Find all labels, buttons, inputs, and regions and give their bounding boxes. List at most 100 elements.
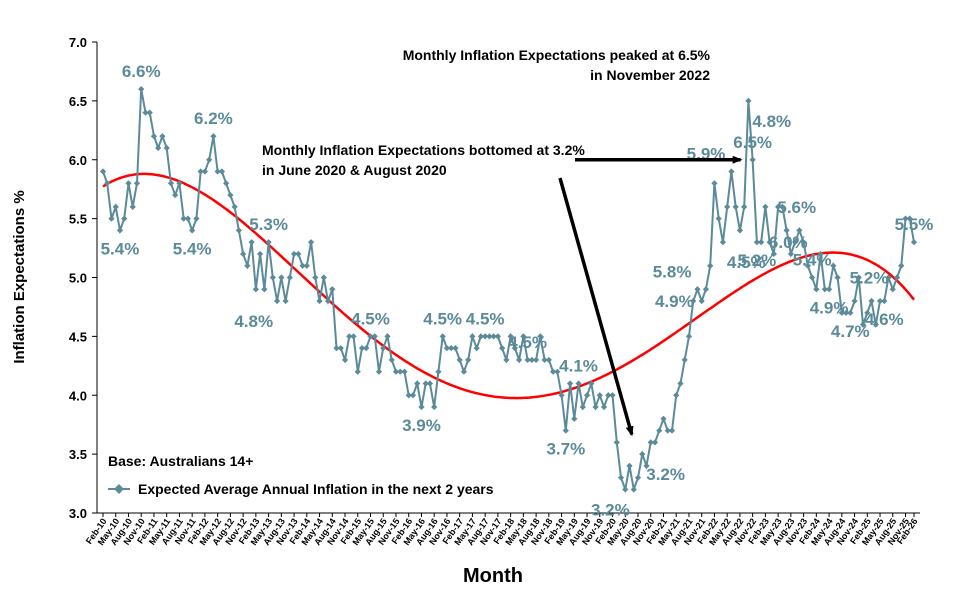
data-point bbox=[227, 191, 234, 199]
data-point bbox=[724, 203, 731, 210]
data-point bbox=[409, 392, 417, 399]
data-label: 5.5% bbox=[895, 215, 934, 234]
data-point bbox=[711, 180, 718, 187]
data-point bbox=[524, 356, 531, 364]
data-point bbox=[116, 227, 124, 234]
data-point bbox=[813, 286, 820, 293]
data-point bbox=[414, 380, 421, 387]
data-point bbox=[172, 191, 179, 199]
data-point bbox=[482, 333, 489, 340]
annotation-bottom-line2: in June 2020 & August 2020 bbox=[262, 162, 447, 178]
data-point bbox=[532, 356, 540, 364]
data-point bbox=[206, 156, 213, 163]
x-axis: Feb-10May-10Aug-10Nov-10Feb-11May-11Aug-… bbox=[84, 512, 920, 547]
data-point bbox=[600, 403, 608, 411]
data-point bbox=[405, 392, 412, 399]
data-point bbox=[303, 262, 310, 269]
data-label: 4.5% bbox=[466, 309, 505, 328]
data-point bbox=[341, 356, 349, 364]
y-tick-label: 6.5 bbox=[69, 94, 87, 109]
data-point bbox=[197, 168, 204, 175]
data-point bbox=[129, 203, 136, 210]
data-label: 5.4% bbox=[173, 239, 212, 258]
data-label: 4.7% bbox=[831, 322, 870, 341]
legend: Expected Average Annual Inflation in the… bbox=[108, 481, 494, 497]
data-point bbox=[218, 168, 226, 175]
data-point bbox=[834, 274, 841, 281]
data-point bbox=[609, 392, 616, 399]
y-tick-label: 4.0 bbox=[69, 388, 87, 403]
data-point bbox=[486, 333, 493, 340]
y-tick-label: 5.0 bbox=[69, 271, 87, 286]
data-point bbox=[656, 427, 663, 434]
data-point bbox=[477, 333, 485, 340]
data-point bbox=[375, 368, 383, 375]
data-point bbox=[596, 392, 603, 399]
data-point bbox=[401, 368, 408, 375]
data-point bbox=[316, 297, 323, 305]
data-point bbox=[910, 239, 918, 246]
data-point bbox=[821, 286, 828, 293]
data-point bbox=[473, 345, 480, 352]
data-label: 5.8% bbox=[653, 262, 692, 281]
data-point bbox=[545, 356, 552, 364]
data-label: 6.0% bbox=[769, 233, 808, 252]
data-point bbox=[371, 333, 378, 340]
data-label: 6.6% bbox=[122, 62, 161, 81]
trend-line-layer bbox=[102, 172, 915, 400]
data-point bbox=[681, 356, 688, 364]
data-point bbox=[639, 451, 646, 458]
data-point bbox=[749, 156, 756, 163]
data-point bbox=[278, 274, 285, 281]
data-point bbox=[299, 262, 306, 269]
data-point bbox=[817, 250, 824, 258]
data-point bbox=[312, 274, 319, 281]
data-point bbox=[499, 345, 506, 352]
data-point bbox=[465, 356, 472, 364]
data-point bbox=[176, 180, 183, 187]
data-point bbox=[244, 262, 251, 269]
x-axis-label: Month bbox=[463, 565, 523, 587]
annotation-peak-line2: in November 2022 bbox=[590, 67, 710, 83]
data-point bbox=[443, 345, 451, 352]
data-point bbox=[715, 215, 722, 222]
data-label-layer: 6.6%5.4%6.2%5.4%5.3%4.8% 4.5%3.9%4.5% 4.5%… bbox=[101, 0, 974, 519]
data-point bbox=[350, 333, 357, 340]
data-point bbox=[626, 462, 633, 470]
y-tick-label: 3.5 bbox=[69, 447, 87, 462]
data-point bbox=[112, 203, 119, 210]
data-point bbox=[825, 286, 833, 293]
data-point bbox=[422, 380, 429, 387]
data-label: 4.8% bbox=[234, 312, 273, 331]
trend-line bbox=[102, 172, 915, 400]
data-point bbox=[125, 180, 132, 187]
data-label: 4.5% bbox=[727, 253, 766, 272]
data-point bbox=[121, 215, 128, 222]
data-point bbox=[248, 239, 255, 246]
data-point bbox=[286, 274, 293, 281]
y-tick-label: 6.0 bbox=[69, 153, 87, 168]
data-point bbox=[698, 297, 705, 305]
data-point bbox=[324, 297, 332, 305]
data-point bbox=[150, 133, 158, 140]
data-label: 3.9% bbox=[402, 416, 441, 435]
data-point bbox=[808, 274, 816, 281]
data-label: 4.9% bbox=[810, 298, 849, 317]
data-point bbox=[702, 286, 710, 293]
data-label: 4.5% bbox=[351, 309, 390, 328]
data-point bbox=[333, 345, 340, 352]
data-point bbox=[329, 286, 336, 293]
data-point bbox=[634, 474, 642, 481]
data-label: 5.3% bbox=[934, 0, 973, 4]
data-label: 5.4% bbox=[793, 251, 832, 270]
data-point bbox=[354, 368, 361, 375]
data-point bbox=[452, 345, 459, 352]
data-label: 5.6% bbox=[777, 198, 816, 217]
annotation-bottom: Monthly Inflation Expectations bottomed … bbox=[262, 142, 585, 158]
data-point bbox=[728, 168, 735, 175]
data-point bbox=[231, 203, 238, 210]
data-point bbox=[184, 215, 192, 222]
data-point bbox=[133, 180, 141, 187]
data-point bbox=[677, 380, 684, 387]
data-point bbox=[876, 297, 884, 305]
